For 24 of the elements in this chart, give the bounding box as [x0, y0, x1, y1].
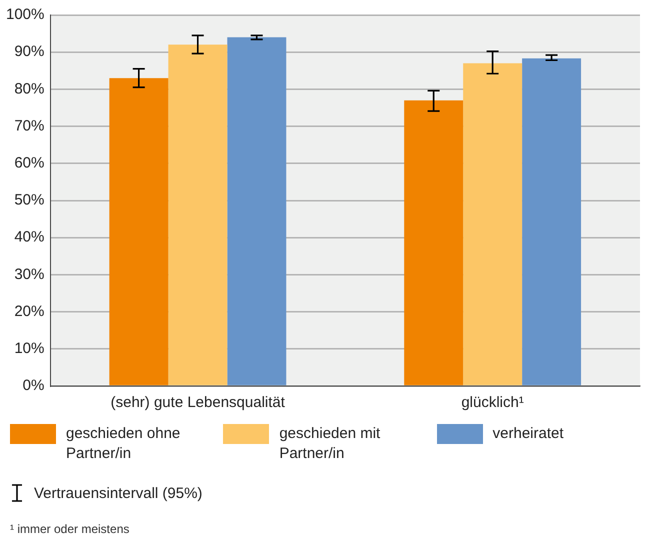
y-tick-label: 80% [14, 80, 44, 98]
bar [463, 63, 522, 386]
y-tick-label: 60% [14, 154, 44, 172]
text: ¹ immer oder meistens [10, 522, 130, 536]
x-tick-label: (sehr) gute Lebensqualität [110, 394, 286, 412]
text: Vertrauensintervall (95%) [34, 484, 202, 502]
bar [109, 78, 168, 386]
legend-label: geschieden ohne Partner/in [66, 424, 182, 464]
bar [404, 100, 464, 386]
legend-label: verheiratet [492, 424, 565, 444]
bar [168, 44, 228, 386]
y-tick-label: 0% [22, 377, 44, 394]
y-tick-label: 50% [14, 192, 44, 209]
y-tick-label: 90% [14, 43, 44, 60]
bar [227, 37, 286, 386]
y-tick-label: 30% [14, 266, 44, 283]
x-tick-label: glücklich¹ [461, 394, 524, 412]
y-tick-label: 70% [14, 117, 44, 134]
y-tick-label: 10% [14, 340, 44, 358]
y-tick-label: 100% [6, 6, 44, 24]
bar [522, 58, 582, 386]
legend-label: geschieden mit Partner/in [279, 424, 382, 464]
y-tick-label: 40% [14, 228, 44, 246]
y-tick-label: 20% [14, 302, 44, 320]
